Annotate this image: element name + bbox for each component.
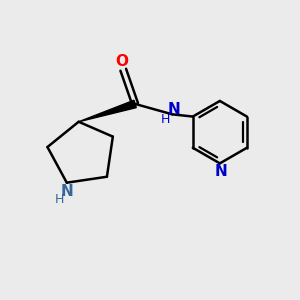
Text: N: N: [215, 164, 228, 179]
Text: H: H: [161, 113, 170, 126]
Text: O: O: [115, 54, 128, 69]
Text: H: H: [55, 194, 64, 206]
Text: N: N: [60, 184, 73, 199]
Polygon shape: [79, 100, 136, 122]
Text: N: N: [167, 102, 180, 117]
